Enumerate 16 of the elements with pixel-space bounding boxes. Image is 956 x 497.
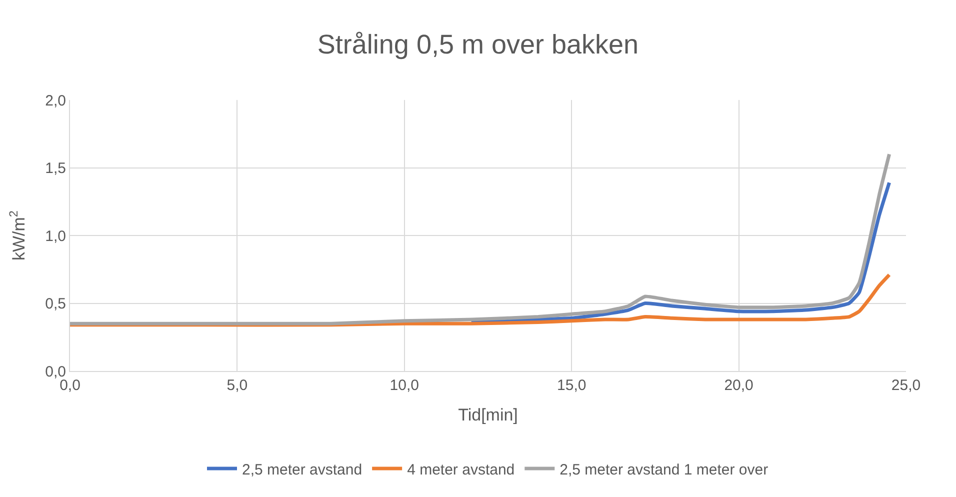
x-tick-label: 15,0 bbox=[557, 377, 586, 394]
x-axis-title: Tid[min] bbox=[458, 405, 518, 424]
x-tick-label: 10,0 bbox=[390, 377, 419, 394]
y-tick-label: 0,5 bbox=[45, 296, 66, 312]
y-tick-label: 1,5 bbox=[45, 160, 66, 177]
x-tick-label: 5,0 bbox=[226, 377, 248, 394]
line-series bbox=[470, 180, 892, 323]
x-tick-label: 25,0 bbox=[891, 377, 921, 394]
x-tick-label: 20,0 bbox=[724, 377, 754, 394]
legend-label: 2,5 meter avstand bbox=[242, 461, 362, 478]
legend-label: 2,5 meter avstand 1 meter over bbox=[560, 461, 768, 478]
legend-label: 4 meter avstand bbox=[407, 461, 515, 478]
y-tick-label: 2,0 bbox=[45, 92, 66, 110]
chart-title: Stråling 0,5 m over bakken bbox=[317, 30, 639, 60]
line-series bbox=[70, 152, 892, 326]
y-tick-label: 1,0 bbox=[45, 228, 66, 245]
